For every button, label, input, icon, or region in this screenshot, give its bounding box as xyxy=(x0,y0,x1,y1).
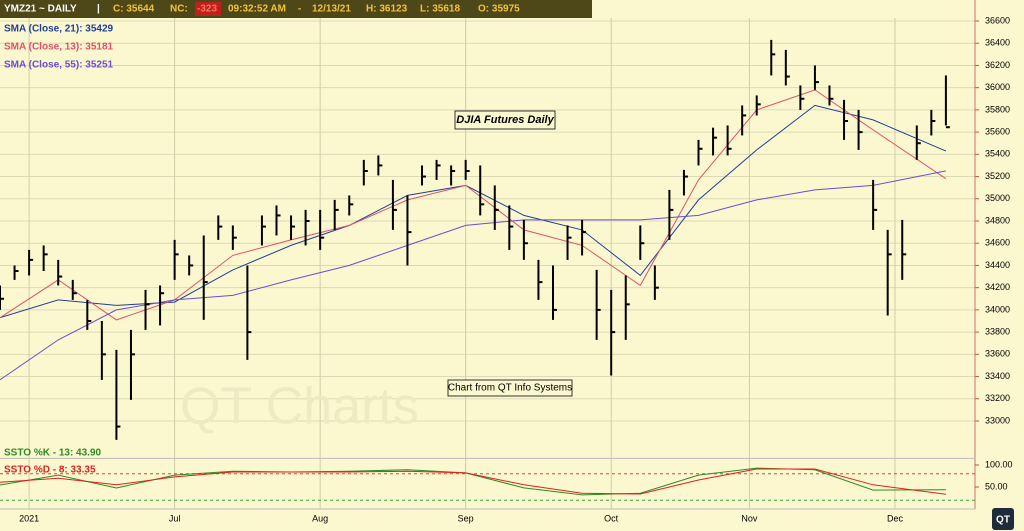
date: 12/13/21 xyxy=(312,4,351,15)
y2-tick-label: 50.00 xyxy=(985,481,1008,491)
time: 09:32:52 AM xyxy=(228,4,286,15)
high-value: H: 36123 xyxy=(366,4,408,15)
y-tick-label: 33200 xyxy=(985,393,1010,403)
y-tick-label: 36000 xyxy=(985,82,1010,92)
nc-value: -323 xyxy=(197,4,217,15)
y-tick-label: 34000 xyxy=(985,304,1010,314)
close-value: C: 35644 xyxy=(113,4,155,15)
legend-entry: SSTO %K - 13: 43.90 xyxy=(4,448,102,459)
y-tick-label: 34200 xyxy=(985,282,1010,292)
legend-entry: SMA (Close, 55): 35251 xyxy=(4,60,114,71)
logo-box xyxy=(992,508,1014,530)
legend-entry: SMA (Close, 13): 35181 xyxy=(4,42,114,53)
x-tick-label: Sep xyxy=(458,513,474,523)
y-tick-label: 35600 xyxy=(985,126,1010,136)
separator: | xyxy=(97,4,100,15)
y-tick-label: 36200 xyxy=(985,60,1010,70)
stochastic-line xyxy=(0,468,946,495)
y-tick-label: 35800 xyxy=(985,104,1010,114)
sma-line xyxy=(0,104,947,319)
legend-entry: SSTO %D - 8: 33.35 xyxy=(4,465,96,476)
x-tick-label: Nov xyxy=(741,513,758,523)
title-box xyxy=(454,110,556,130)
y-tick-label: 34400 xyxy=(985,260,1010,270)
y-tick-label: 35400 xyxy=(985,149,1010,159)
x-tick-label: Oct xyxy=(604,513,619,523)
low-value: L: 35618 xyxy=(420,4,460,15)
y-tick-label: 33000 xyxy=(985,415,1010,425)
y-tick-label: 36400 xyxy=(985,38,1010,48)
y-tick-label: 34800 xyxy=(985,215,1010,225)
sma-line xyxy=(0,170,946,381)
annotation-box xyxy=(447,379,573,397)
y-tick-label: 35000 xyxy=(985,193,1010,203)
chart-title: DJIA Futures Daily xyxy=(456,114,554,126)
symbol: YMZ21 ~ DAILY xyxy=(4,4,77,15)
x-tick-label: Aug xyxy=(312,513,328,523)
y2-tick-label: 100.00 xyxy=(985,459,1013,469)
y-tick-label: 34600 xyxy=(985,238,1010,248)
open-value: O: 35975 xyxy=(478,4,520,15)
logo: QT xyxy=(996,515,1010,526)
watermark: QT Charts xyxy=(180,378,419,436)
x-tick-label: Jul xyxy=(169,513,181,523)
x-tick-label: 2021 xyxy=(19,513,39,523)
y-tick-label: 36600 xyxy=(985,15,1010,25)
y-tick-label: 35200 xyxy=(985,171,1010,181)
nc-label: NC: xyxy=(170,4,188,15)
separator: - xyxy=(298,4,301,15)
y-tick-label: 33600 xyxy=(985,349,1010,359)
nc-box xyxy=(195,2,221,16)
y-tick-label: 33400 xyxy=(985,371,1010,381)
annotation: Chart from QT Info Systems xyxy=(448,383,572,394)
y-tick-label: 33800 xyxy=(985,326,1010,336)
x-tick-label: Dec xyxy=(887,513,904,523)
legend-entry: SMA (Close, 21): 35429 xyxy=(4,24,114,35)
sma-line xyxy=(0,89,947,321)
header-bar xyxy=(0,0,592,18)
